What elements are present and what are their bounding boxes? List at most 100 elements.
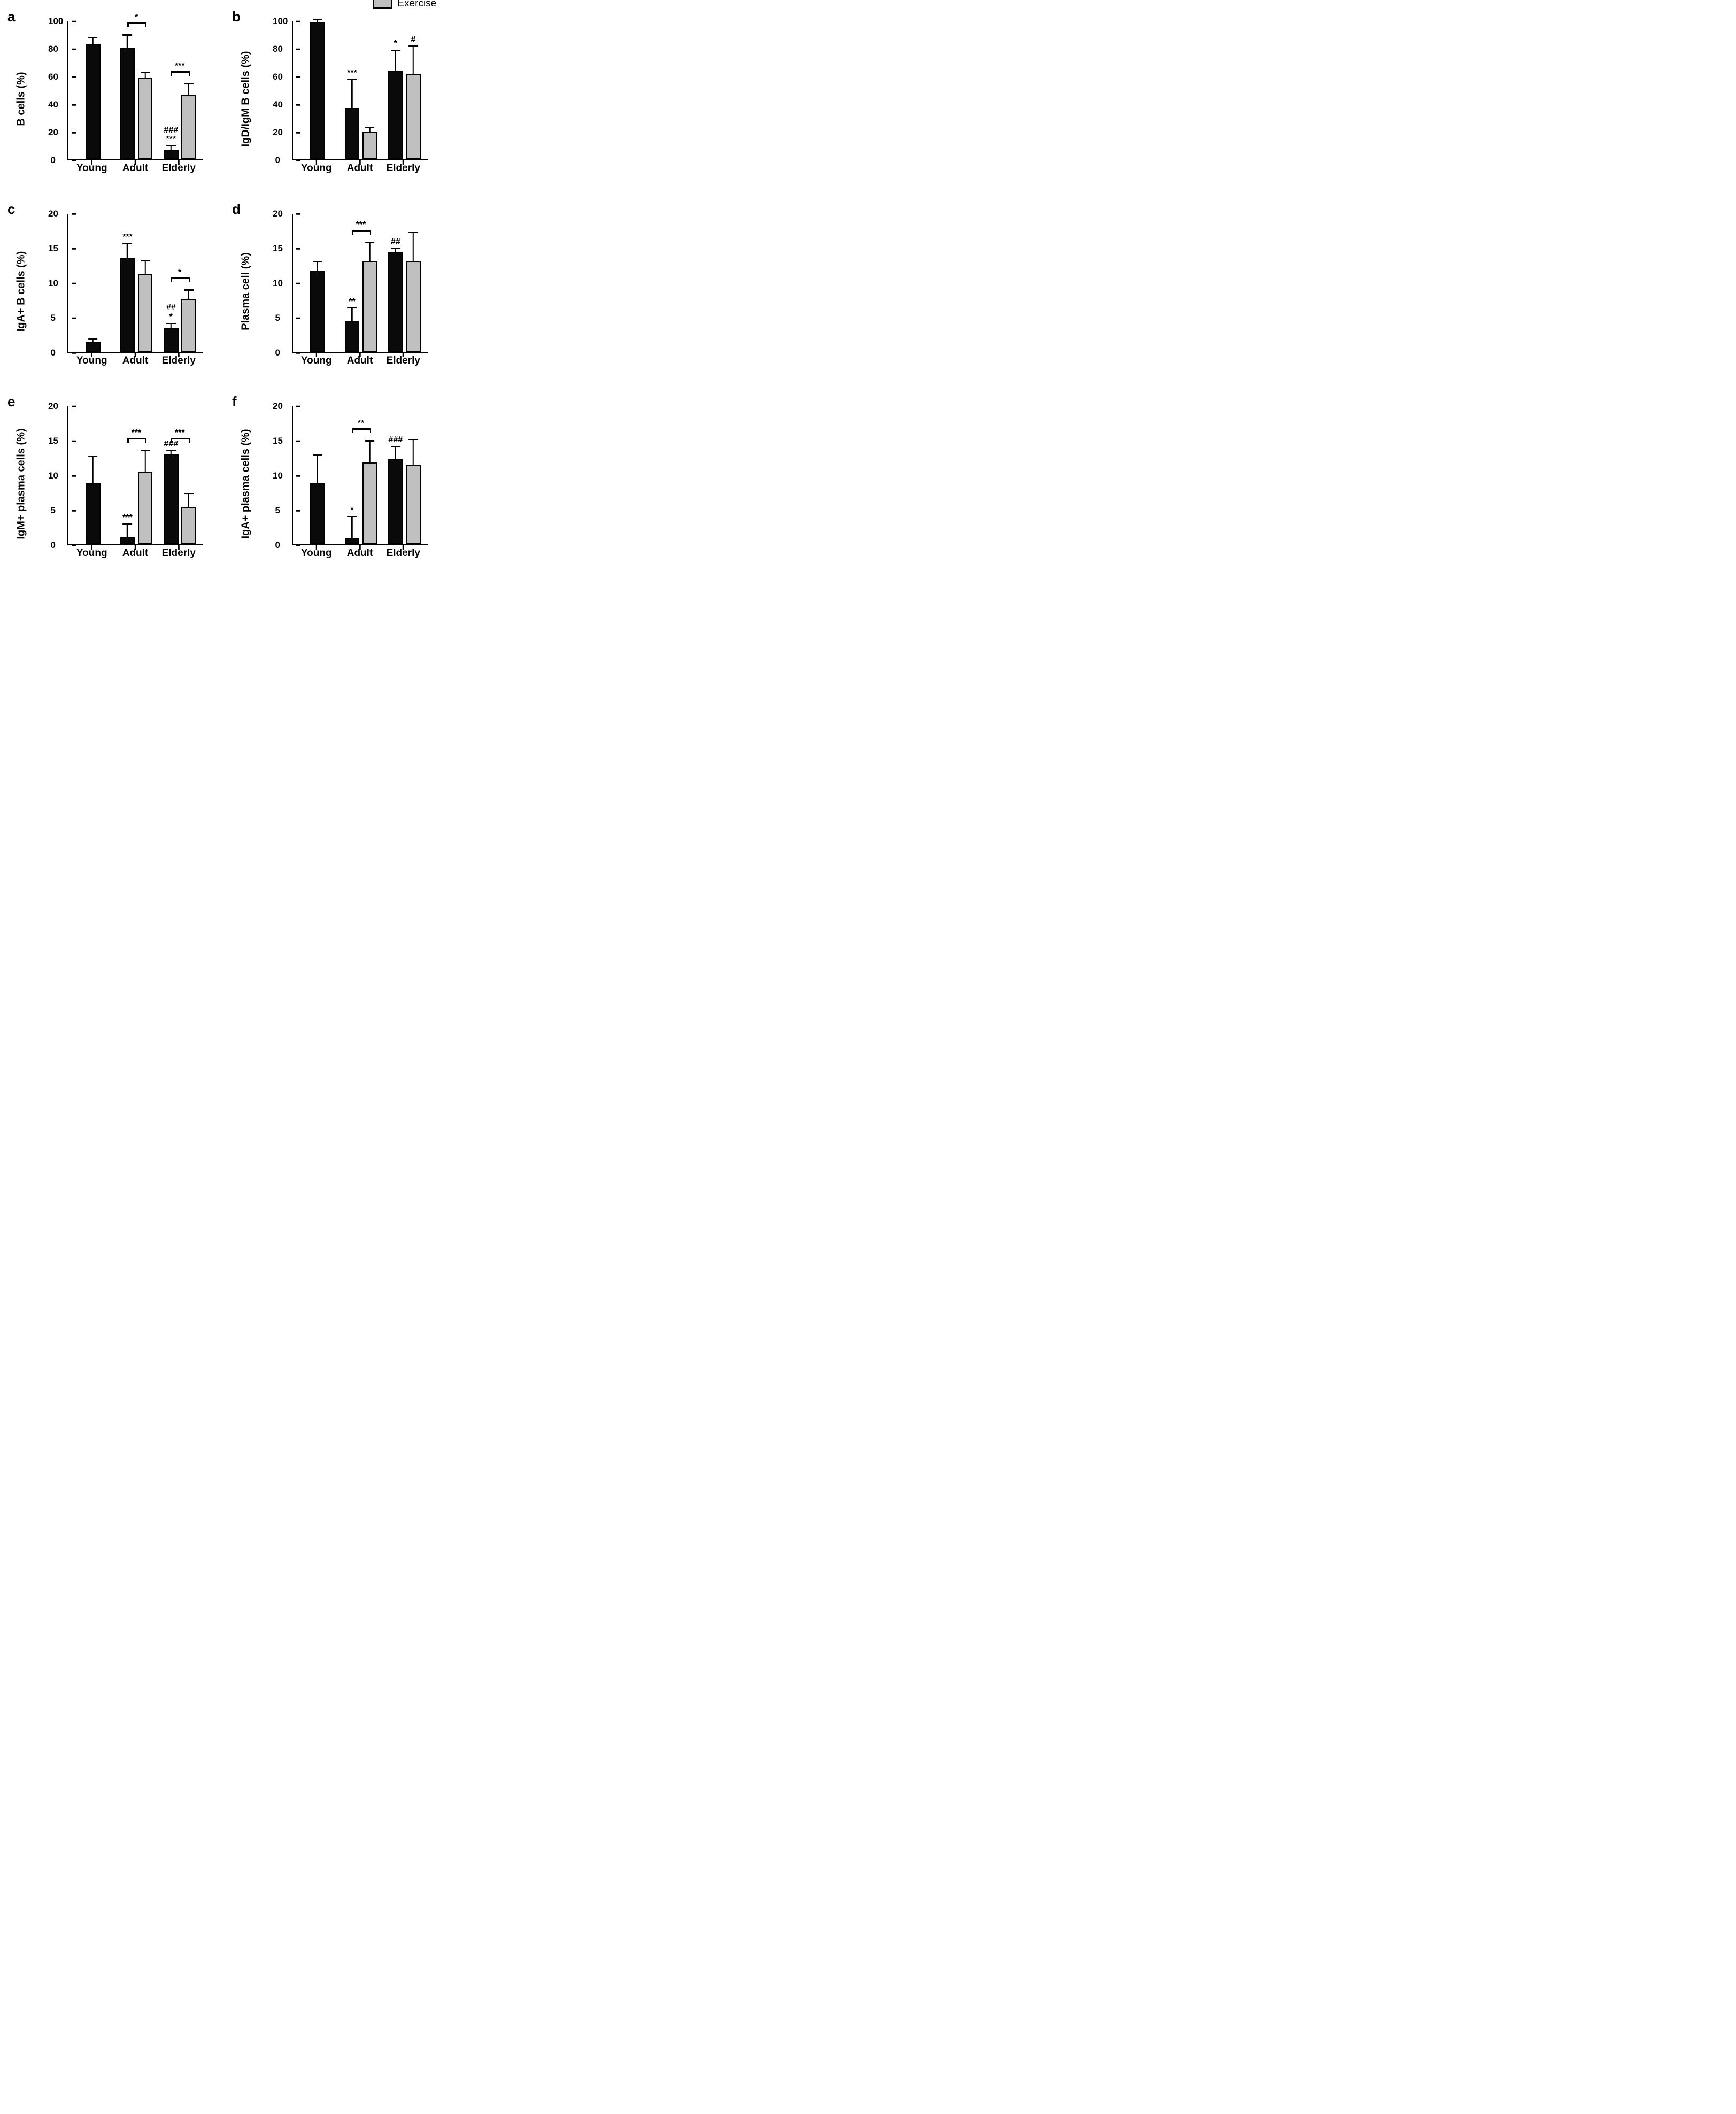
- bar-exercise: [138, 274, 153, 352]
- y-tick-label: 40: [48, 99, 58, 110]
- bar-exercise: [362, 132, 377, 159]
- error-bar: [144, 451, 146, 472]
- y-tick-label: 60: [273, 72, 283, 82]
- error-cap: [123, 523, 133, 525]
- y-tick-mark: [72, 160, 76, 161]
- y-tick-label: 80: [273, 44, 283, 54]
- bar-sedentary: [86, 483, 101, 544]
- bar-sedentary: [388, 252, 403, 352]
- error-bar: [188, 84, 190, 96]
- bar-sedentary: [388, 459, 403, 544]
- sig-annotation: ###***: [164, 126, 178, 144]
- error-cap: [313, 454, 322, 456]
- y-tick-label: 0: [275, 155, 280, 165]
- error-bar: [144, 73, 146, 78]
- bar-sedentary: [120, 48, 135, 159]
- legend-label: Exercise: [397, 0, 436, 10]
- bar-sedentary: [164, 150, 179, 159]
- sig-bracket-drop: [171, 278, 173, 282]
- error-cap: [141, 450, 150, 451]
- y-tick-mark: [72, 510, 76, 512]
- bar-sedentary: [345, 108, 360, 159]
- error-bar: [413, 47, 414, 74]
- y-tick-label: 15: [48, 436, 58, 446]
- y-tick-mark: [72, 213, 76, 215]
- sig-annotation: ###: [164, 440, 178, 449]
- y-tick-label: 20: [273, 209, 283, 219]
- error-cap: [365, 127, 375, 128]
- error-cap: [348, 307, 357, 309]
- y-tick: 80: [283, 44, 291, 55]
- bar-exercise: [362, 261, 377, 352]
- error-bar: [188, 291, 190, 299]
- y-tick: 15: [283, 436, 291, 446]
- y-tick-mark: [72, 283, 76, 284]
- x-tick-mark: [359, 160, 361, 165]
- x-tick-mark: [315, 160, 317, 165]
- y-tick: 20: [283, 209, 291, 219]
- bar-sedentary: [310, 271, 325, 352]
- y-tick-mark: [296, 406, 300, 407]
- x-tick-mark: [91, 545, 92, 550]
- y-axis-label: IgM+ plasma cells (%): [16, 428, 28, 539]
- x-tick-mark: [91, 160, 92, 165]
- y-tick-label: 60: [48, 72, 58, 82]
- y-tick: 10: [59, 470, 66, 481]
- y-tick-mark: [296, 21, 300, 22]
- error-bar: [413, 440, 414, 465]
- error-cap: [166, 450, 176, 451]
- y-tick: 100: [283, 16, 291, 27]
- x-tick-mark: [178, 545, 180, 550]
- bar-exercise: [138, 472, 153, 544]
- sig-bracket: [127, 22, 146, 24]
- y-tick-mark: [296, 49, 300, 50]
- y-tick: 15: [283, 243, 291, 254]
- y-tick-label: 15: [273, 436, 283, 446]
- sig-bracket: [171, 277, 190, 279]
- error-bar: [92, 340, 94, 342]
- y-tick-mark: [296, 441, 300, 442]
- sig-bracket-drop: [370, 429, 372, 433]
- bar-sedentary: [120, 537, 135, 544]
- y-tick-label: 40: [273, 99, 283, 110]
- chart: SedentaryExerciseIgD/IgM B cells (%)****…: [251, 11, 438, 187]
- plot-area: ****##*: [67, 214, 203, 353]
- error-bar: [369, 128, 371, 132]
- error-bar: [188, 494, 190, 506]
- sig-bracket-drop: [127, 438, 129, 443]
- y-tick: 20: [283, 127, 291, 138]
- sig-label: *: [135, 13, 138, 22]
- sig-label: **: [358, 419, 364, 428]
- y-tick-label: 0: [51, 155, 56, 165]
- error-cap: [166, 323, 176, 325]
- x-tick-mark: [135, 545, 136, 550]
- error-cap: [348, 79, 357, 80]
- sig-annotation: #: [411, 36, 415, 45]
- error-bar: [127, 525, 128, 537]
- error-bar: [171, 146, 172, 150]
- y-tick-label: 10: [273, 470, 283, 481]
- y-tick: 5: [59, 505, 66, 516]
- y-tick-mark: [72, 104, 76, 106]
- x-tick-mark: [359, 353, 361, 357]
- chart: IgM+ plasma cells (%)*********###0510152…: [27, 396, 214, 572]
- error-bar: [369, 442, 371, 462]
- y-axis-label: B cells (%): [16, 72, 28, 126]
- sig-bracket: [127, 438, 146, 439]
- y-tick-label: 20: [273, 401, 283, 411]
- error-cap: [408, 439, 418, 441]
- y-axis-label: IgA+ B cells (%): [16, 251, 28, 332]
- plot-area: *****##: [292, 214, 428, 353]
- chart: B cells (%)****###***020406080100YoungAd…: [27, 11, 214, 187]
- y-tick-label: 5: [275, 313, 280, 323]
- y-tick-mark: [296, 76, 300, 78]
- error-bar: [351, 517, 353, 538]
- y-tick-label: 20: [48, 209, 58, 219]
- y-tick: 5: [59, 313, 66, 323]
- chart: Plasma cell (%)*****##05101520YoungAdult…: [251, 203, 438, 380]
- y-tick-mark: [296, 352, 300, 354]
- bar-sedentary: [120, 258, 135, 352]
- y-tick-mark: [296, 545, 300, 546]
- y-tick-label: 100: [273, 16, 288, 26]
- y-tick: 0: [283, 540, 291, 551]
